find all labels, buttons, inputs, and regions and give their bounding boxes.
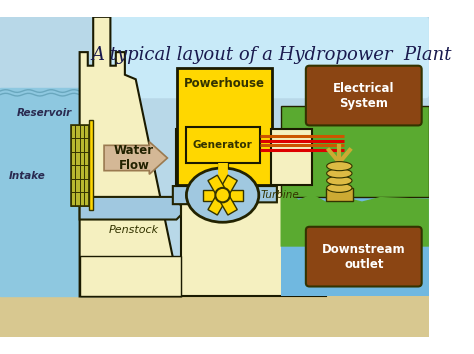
Bar [0,296,429,337]
Polygon shape [80,197,181,219]
Text: Electrical
System: Electrical System [333,81,394,109]
Bar [272,129,312,185]
Bar [89,120,93,211]
Ellipse shape [327,162,352,171]
Ellipse shape [186,168,259,222]
Text: Powerhouse: Powerhouse [184,77,265,90]
Ellipse shape [327,183,352,192]
Polygon shape [203,190,243,200]
Ellipse shape [327,169,352,178]
Text: Turbine: Turbine [261,190,300,200]
Circle shape [215,188,230,202]
Bar [0,88,122,296]
Polygon shape [173,164,277,211]
Polygon shape [208,175,237,215]
Polygon shape [80,17,181,296]
Bar [71,125,89,206]
Polygon shape [281,192,429,247]
Text: Penstock: Penstock [109,225,159,235]
Bar [281,107,429,197]
Text: Downstream
outlet: Downstream outlet [322,242,406,270]
Text: A typical layout of a Hydropower  Plant: A typical layout of a Hydropower Plant [91,46,452,64]
Ellipse shape [327,176,352,185]
Polygon shape [208,175,237,215]
Bar [185,127,260,164]
FancyBboxPatch shape [306,66,422,125]
Text: Intake: Intake [9,171,46,181]
Text: Reservoir: Reservoir [16,108,72,118]
FancyBboxPatch shape [306,227,422,286]
Polygon shape [80,256,181,296]
Text: Generator: Generator [193,140,253,150]
FancyArrow shape [104,142,167,174]
FancyBboxPatch shape [109,17,429,98]
Bar [326,188,353,201]
Bar [281,188,429,296]
Text: Water
Flow: Water Flow [114,144,154,172]
Bar [177,68,273,185]
Polygon shape [176,129,326,296]
